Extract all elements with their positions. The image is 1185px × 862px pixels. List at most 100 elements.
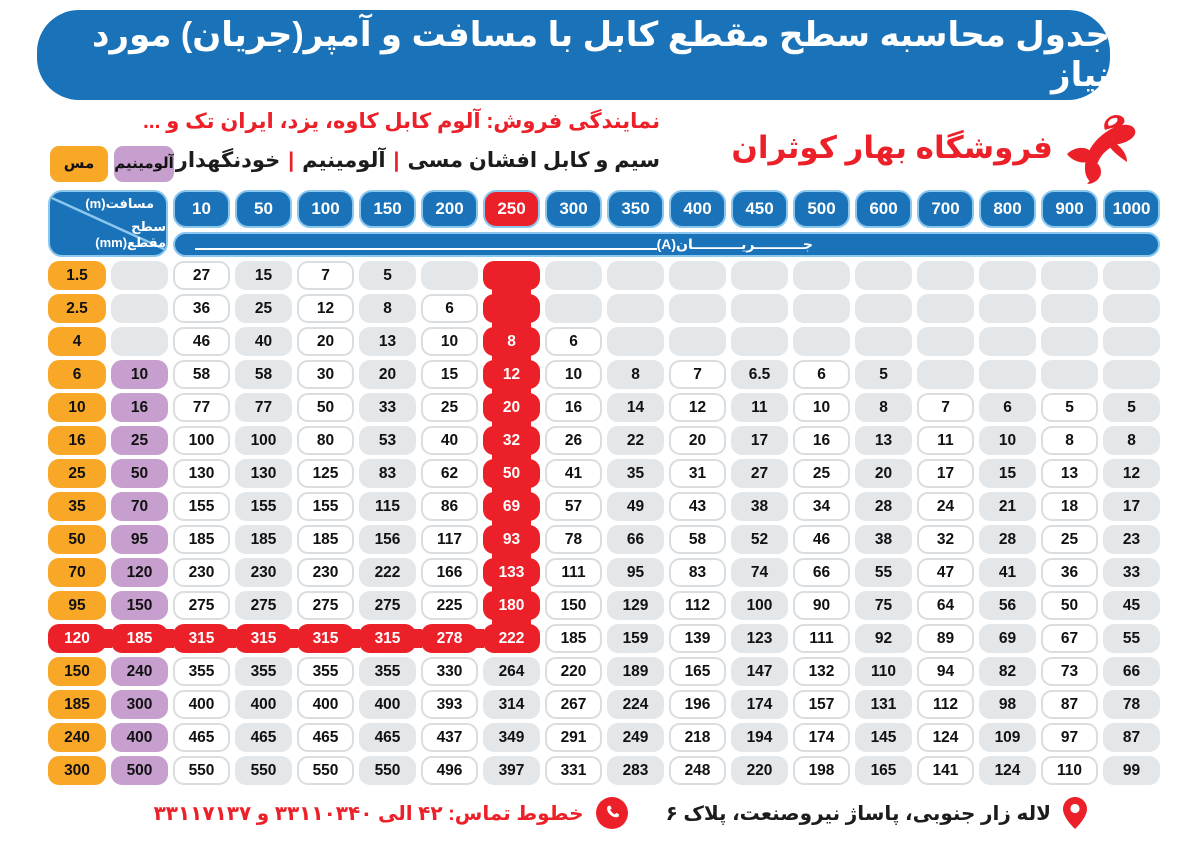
amperage-cell: 400 <box>235 690 292 719</box>
amperage-cell: 86 <box>421 492 478 521</box>
amperage-cell: 10 <box>421 327 478 356</box>
amperage-cell: 283 <box>607 756 664 785</box>
amperage-cell: 23 <box>1103 525 1160 554</box>
amperage-cell: 38 <box>855 525 912 554</box>
amperage-cell: 11 <box>731 393 788 422</box>
amperage-cell: 5 <box>855 360 912 389</box>
amperage-cell: 100 <box>173 426 230 455</box>
amperage-cell: 218 <box>669 723 726 752</box>
amperage-cell: 16 <box>793 426 850 455</box>
brand-logo-icon <box>1067 114 1136 184</box>
copper-section-cell: 185 <box>48 690 106 719</box>
amperage-cell: 75 <box>855 591 912 620</box>
amperage-cell: 157 <box>793 690 850 719</box>
page-title: جدول محاسبه سطح مقطع کابل با مسافت و آمپ… <box>92 16 1110 94</box>
amperage-cell: 7 <box>669 360 726 389</box>
amperage-cell: 95 <box>607 558 664 587</box>
distance-header: 600 <box>855 190 912 228</box>
footer: لاله زار جنوبی، پاساژ نیروصنعت، پلاک ۶ خ… <box>0 797 1185 829</box>
amperage-cell: 10 <box>793 393 850 422</box>
aluminum-section-cell: 16 <box>111 393 168 422</box>
amperage-cell <box>421 261 478 290</box>
distance-axis-label: مسافت(m) <box>85 196 154 211</box>
distance-header: 450 <box>731 190 788 228</box>
amperage-cell: 26 <box>545 426 602 455</box>
brand-name: فروشگاه بهار کوثران <box>731 130 1053 165</box>
amperage-cell: 12 <box>297 294 354 323</box>
amperage-cell: 13 <box>855 426 912 455</box>
amperage-cell: 330 <box>421 657 478 686</box>
amperage-cell: 27 <box>731 459 788 488</box>
amperage-cell: 83 <box>669 558 726 587</box>
amperage-cell: 46 <box>793 525 850 554</box>
amperage-cell: 43 <box>669 492 726 521</box>
phone-numbers: خطوط تماس: ۴۲ الی ۳۳۱۱۰۳۴۰ و ۳۳۱۱۷۱۳۷ <box>153 802 584 825</box>
amperage-cell: 159 <box>607 624 664 653</box>
amperage-cell: 83 <box>359 459 416 488</box>
copper-section-cell: 120 <box>48 624 112 653</box>
amperage-cell: 496 <box>421 756 478 785</box>
amperage-cell: 174 <box>793 723 850 752</box>
amperage-cell: 25 <box>793 459 850 488</box>
amperage-cell: 314 <box>483 690 540 719</box>
amperage-cell: 124 <box>917 723 974 752</box>
amperage-cell: 437 <box>421 723 478 752</box>
amperage-cell: 355 <box>173 657 230 686</box>
amperage-cell <box>917 294 974 323</box>
amperage-cell <box>917 360 974 389</box>
amperage-cell: 6 <box>979 393 1036 422</box>
amperage-cell: 397 <box>483 756 540 785</box>
amperage-cell: 12 <box>669 393 726 422</box>
amperage-cell: 56 <box>979 591 1036 620</box>
distance-header: 50 <box>235 190 292 228</box>
amperage-cell: 550 <box>297 756 354 785</box>
amperage-cell <box>979 294 1036 323</box>
amperage-cell: 38 <box>731 492 788 521</box>
address-text: لاله زار جنوبی، پاساژ نیروصنعت، پلاک ۶ <box>665 802 1051 825</box>
amperage-cell: 109 <box>979 723 1036 752</box>
material-legend: مس آلومینیم <box>50 146 174 182</box>
amperage-cell <box>607 294 664 323</box>
distance-header: 10 <box>173 190 230 228</box>
amperage-cell: 145 <box>855 723 912 752</box>
brand-block: فروشگاه بهار کوثران <box>731 108 1143 188</box>
amperage-cell <box>979 360 1036 389</box>
copper-section-cell: 2.5 <box>48 294 106 323</box>
amperage-cell: 90 <box>793 591 850 620</box>
amperage-cell: 155 <box>173 492 230 521</box>
copper-section-cell: 6 <box>48 360 106 389</box>
amperage-cell: 25 <box>235 294 292 323</box>
amperage-cell: 31 <box>669 459 726 488</box>
amperage-cell: 20 <box>669 426 726 455</box>
amperage-cell: 20 <box>297 327 354 356</box>
amperage-cell: 165 <box>669 657 726 686</box>
amperage-cell: 275 <box>235 591 292 620</box>
axes-corner-cell: مسافت(m) سطح مقطع(mm) <box>48 190 168 257</box>
separator: | <box>288 149 295 172</box>
amperage-cell: 6 <box>793 360 850 389</box>
amperage-cell: 100 <box>235 426 292 455</box>
amperage-cell: 8 <box>359 294 416 323</box>
amperage-cell: 248 <box>669 756 726 785</box>
amperage-cell: 315 <box>359 624 422 653</box>
amperage-cell <box>917 327 974 356</box>
distance-header: 250 <box>483 190 540 228</box>
amperage-cell: 14 <box>607 393 664 422</box>
amperage-cell: 355 <box>297 657 354 686</box>
amperage-cell: 12 <box>1103 459 1160 488</box>
distance-header: 700 <box>917 190 974 228</box>
amperage-cell: 196 <box>669 690 726 719</box>
amperage-cell: 111 <box>545 558 602 587</box>
amperage-cell <box>793 327 850 356</box>
aluminum-section-cell <box>111 327 168 356</box>
amperage-cell: 400 <box>359 690 416 719</box>
amperage-cell <box>1103 327 1160 356</box>
amperage-cell: 73 <box>1041 657 1098 686</box>
amperage-cell: 291 <box>545 723 602 752</box>
amperage-cell: 400 <box>173 690 230 719</box>
copper-section-cell: 240 <box>48 723 106 752</box>
amperage-cell: 32 <box>917 525 974 554</box>
amperage-cell: 36 <box>173 294 230 323</box>
diagonal-divider <box>51 196 165 251</box>
